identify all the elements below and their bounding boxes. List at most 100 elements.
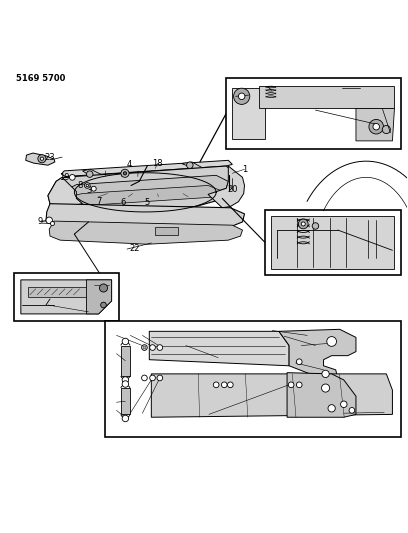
Circle shape [349,408,355,413]
Text: 14: 14 [263,83,273,92]
Text: 30: 30 [339,409,349,418]
Polygon shape [287,373,356,417]
Circle shape [186,162,193,168]
Polygon shape [279,329,356,380]
Circle shape [373,124,379,130]
Circle shape [157,375,163,381]
Circle shape [142,345,147,350]
Text: 5: 5 [304,211,309,220]
Circle shape [301,222,305,226]
Text: 26: 26 [270,233,280,242]
Bar [143,346,146,349]
Polygon shape [21,280,112,314]
Circle shape [40,157,44,160]
Circle shape [328,405,335,412]
Circle shape [382,125,390,134]
Circle shape [84,183,90,188]
Circle shape [322,370,329,377]
Polygon shape [86,280,112,314]
Circle shape [86,184,89,187]
Text: 2: 2 [269,326,275,335]
Polygon shape [356,108,395,141]
Text: 19: 19 [59,173,69,182]
Circle shape [312,223,319,229]
Text: 5: 5 [145,198,150,207]
Text: 6: 6 [120,198,126,207]
Text: 33: 33 [125,409,135,418]
Text: 33: 33 [125,331,135,340]
Circle shape [122,338,129,345]
Circle shape [238,93,245,100]
Text: 23: 23 [45,152,55,161]
Text: 35: 35 [111,349,122,358]
Bar [226,78,401,149]
Text: 28: 28 [273,217,284,227]
Circle shape [69,174,75,180]
Circle shape [288,382,294,387]
Text: 17: 17 [377,104,388,113]
Circle shape [213,382,219,387]
Circle shape [91,186,96,191]
Text: 32: 32 [137,409,148,418]
Text: 9: 9 [37,217,42,227]
Bar [121,345,130,376]
Text: 7: 7 [96,197,101,206]
Circle shape [142,375,147,381]
Text: 22: 22 [130,244,140,253]
Circle shape [298,219,308,229]
Text: 32: 32 [137,331,148,340]
Polygon shape [155,227,177,235]
Circle shape [100,284,108,292]
Circle shape [322,384,330,392]
Circle shape [296,359,302,365]
Polygon shape [48,166,242,212]
Circle shape [369,119,384,134]
Polygon shape [82,169,109,181]
Circle shape [51,222,55,225]
Text: 10: 10 [290,359,301,367]
Circle shape [46,217,53,223]
Polygon shape [68,185,220,206]
Text: 3: 3 [383,213,388,222]
Polygon shape [149,332,289,366]
Circle shape [86,171,93,177]
Text: 8: 8 [78,181,83,190]
Text: 24: 24 [374,235,385,244]
Text: 11: 11 [89,279,99,288]
Polygon shape [46,204,244,231]
Text: 13: 13 [230,92,241,101]
Circle shape [122,381,129,387]
Text: 34: 34 [111,406,122,415]
Polygon shape [259,86,395,108]
Text: 3: 3 [282,332,287,341]
Text: 35: 35 [111,398,122,407]
Text: 4: 4 [126,160,132,169]
Polygon shape [28,287,86,297]
Polygon shape [63,175,228,204]
Text: 27: 27 [276,225,286,233]
Polygon shape [48,177,82,208]
Circle shape [150,375,155,381]
Text: 21: 21 [204,410,214,419]
Text: 1: 1 [183,341,188,350]
Text: 15: 15 [337,84,347,93]
Polygon shape [26,153,55,165]
Circle shape [101,302,106,308]
Circle shape [150,345,155,350]
Text: 16: 16 [310,106,321,115]
Circle shape [296,382,302,387]
Circle shape [123,172,126,175]
Circle shape [234,88,250,104]
Circle shape [341,401,347,408]
Text: 5169 5700: 5169 5700 [16,74,65,83]
Polygon shape [208,166,244,208]
Text: 18: 18 [152,159,163,168]
Text: 20: 20 [227,185,237,194]
Polygon shape [271,216,395,269]
Circle shape [327,337,337,346]
Text: 12: 12 [83,308,94,317]
Polygon shape [151,374,392,417]
Bar [13,272,119,321]
Polygon shape [182,162,208,174]
Circle shape [228,382,233,387]
